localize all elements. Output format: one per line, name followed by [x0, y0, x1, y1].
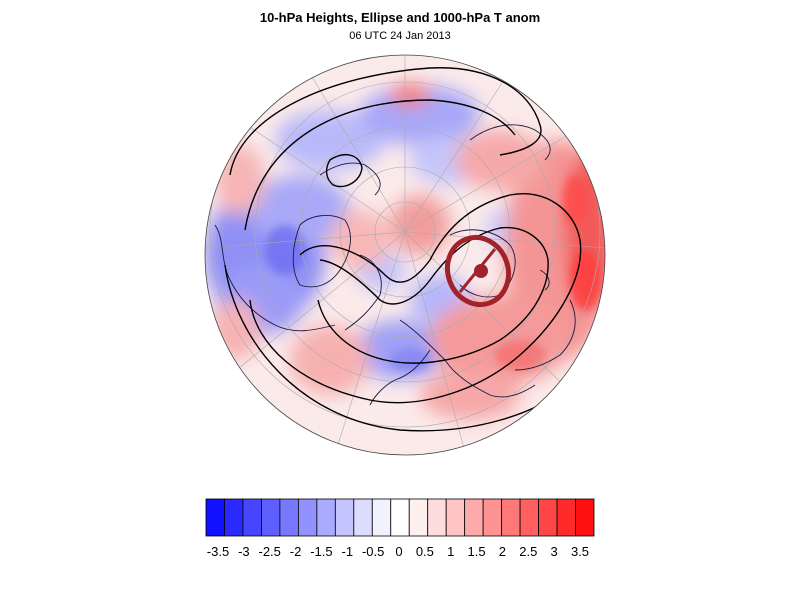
- colorbar-box: [482, 498, 503, 537]
- colorbar-box: [501, 498, 521, 537]
- colorbar-tick-label: -3: [238, 544, 250, 559]
- colorbar-box: [334, 498, 355, 537]
- colorbar-box: [575, 498, 595, 537]
- anomaly-field: [205, 55, 605, 455]
- colorbar-box: [371, 498, 392, 537]
- colorbar-tick-label: 3: [551, 544, 558, 559]
- colorbar-tick-label: 1.5: [468, 544, 486, 559]
- colorbar-tick-label: 2.5: [519, 544, 537, 559]
- colorbar-box: [279, 498, 299, 537]
- colorbar-box: [427, 498, 447, 537]
- colorbar-tick-label: -2.5: [259, 544, 281, 559]
- colorbar-box: [224, 498, 244, 537]
- colorbar-tick-label: 0: [395, 544, 402, 559]
- colorbar-tick-label: -1: [342, 544, 354, 559]
- colorbar-labels: -3.5 -3 -2.5 -2 -1.5 -1 -0.5 0 0.5 1 1.5 2 2.5 3 3.5: [207, 544, 589, 559]
- coastlines: [214, 124, 576, 406]
- colorbar-box: [408, 498, 429, 537]
- colorbar-box: [445, 498, 466, 537]
- colorbar-box: [261, 498, 281, 537]
- colorbar-tick-label: 1: [447, 544, 454, 559]
- figure-title: 10-hPa Heights, Ellipse and 1000-hPa T a…: [259, 10, 541, 25]
- globe-outline: [204, 54, 606, 456]
- colorbar-box: [242, 498, 262, 537]
- colorbar-tick-label: -0.5: [362, 544, 384, 559]
- colorbar-box: [538, 498, 558, 537]
- colorbar-boxes: [205, 498, 595, 537]
- colorbar-box: [297, 498, 318, 537]
- colorbar-box: [390, 498, 410, 537]
- colorbar-tick-label: 2: [499, 544, 506, 559]
- colorbar-box: [464, 498, 484, 537]
- colorbar-box: [556, 498, 576, 537]
- colorbar-box: [205, 498, 225, 537]
- colorbar-tick-label: -3.5: [207, 544, 229, 559]
- colorbar-tick-label: -2: [290, 544, 302, 559]
- graticule: [205, 55, 605, 455]
- vortex-ellipse: [445, 234, 511, 308]
- colorbar-box: [316, 498, 336, 537]
- colorbar-box: [353, 498, 373, 537]
- figure-subtitle: 06 UTC 24 Jan 2013: [349, 30, 451, 42]
- height-contours: [224, 67, 582, 432]
- colorbar-tick-label: 3.5: [571, 544, 589, 559]
- colorbar-box: [519, 498, 539, 537]
- colorbar-tick-label: 0.5: [416, 544, 434, 559]
- colorbar-tick-label: -1.5: [310, 544, 332, 559]
